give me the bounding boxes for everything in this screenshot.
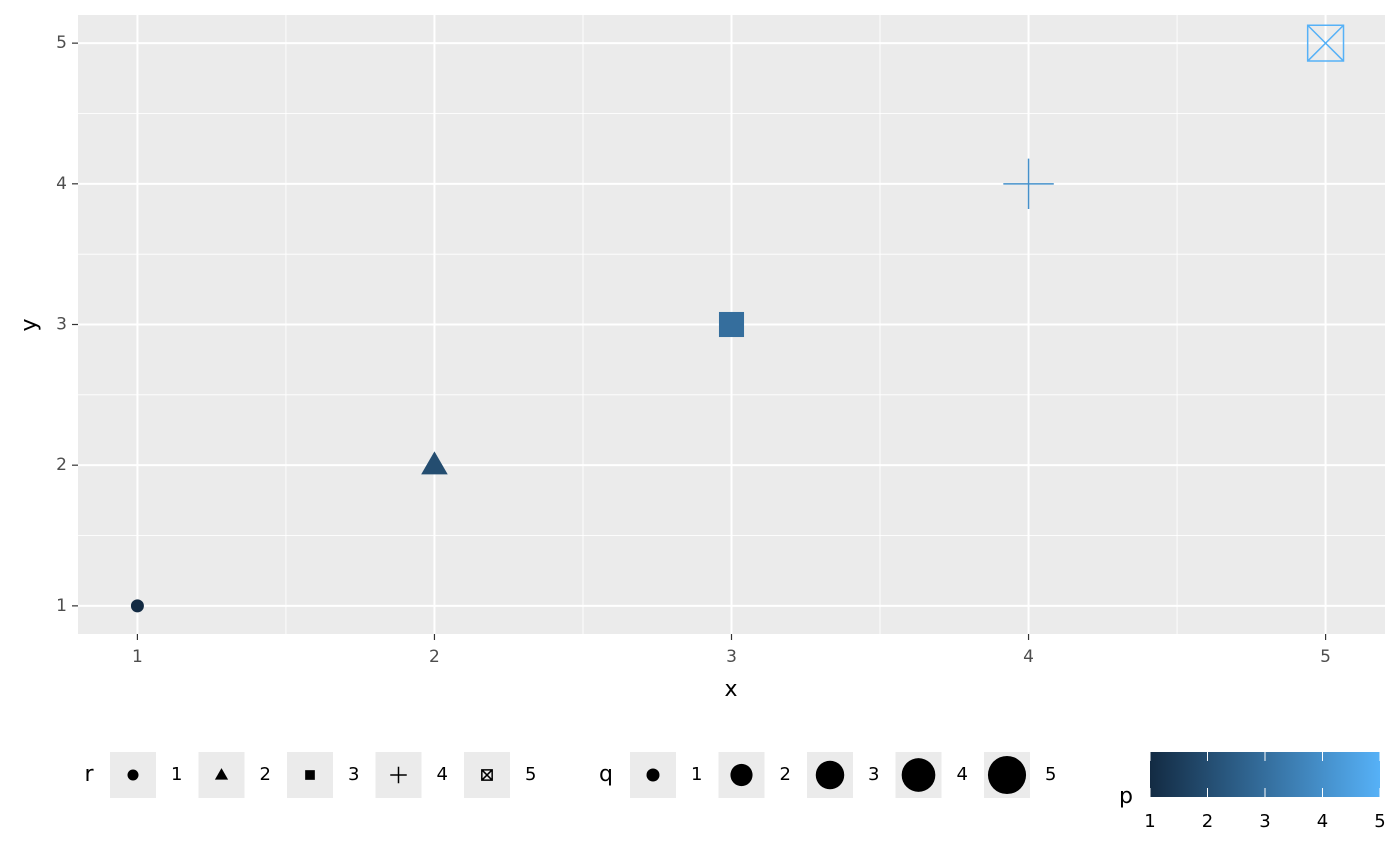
point: [130, 599, 144, 613]
point: [421, 451, 448, 475]
x-tick-label: 1: [132, 647, 143, 667]
point: [1003, 158, 1054, 210]
y-tick-label: 5: [56, 33, 67, 53]
x-tick-label: 5: [1320, 647, 1331, 667]
legend-label: 3: [868, 764, 879, 785]
legend-size-key: [815, 760, 845, 790]
legend-title: r: [84, 762, 94, 787]
x-tick-label: 3: [726, 647, 737, 667]
legend-label: 2: [780, 764, 791, 785]
legend-size-key: [646, 768, 660, 782]
legend-size-key: [987, 755, 1027, 795]
legend-size-key: [901, 758, 936, 792]
legend-title: p: [1119, 784, 1133, 809]
y-tick-label: 3: [56, 315, 67, 335]
point: [1306, 24, 1345, 62]
point: [305, 770, 315, 780]
point: [481, 769, 493, 781]
x-tick-label: 4: [1023, 647, 1034, 667]
legend-label: 4: [1317, 811, 1328, 832]
legend-size-key: [730, 763, 753, 787]
legend-label: 3: [348, 764, 359, 785]
legend-label: 2: [260, 764, 271, 785]
legend-label: 1: [1144, 811, 1155, 832]
legend-title: q: [599, 762, 613, 787]
point: [127, 769, 139, 781]
legend-label: 5: [1045, 764, 1056, 785]
y-tick-label: 4: [56, 174, 67, 194]
legend-label: 4: [437, 764, 448, 785]
legend-label: 5: [525, 764, 536, 785]
legend-label: 5: [1374, 811, 1385, 832]
point: [214, 768, 229, 780]
legend-label: 2: [1202, 811, 1213, 832]
legend-label: 3: [1259, 811, 1270, 832]
legend-label: 1: [171, 764, 182, 785]
point: [718, 311, 745, 338]
x-axis-title: x: [724, 677, 737, 702]
x-tick-label: 2: [429, 647, 440, 667]
y-axis-title: y: [17, 318, 42, 331]
y-tick-label: 1: [56, 596, 67, 616]
point: [390, 766, 407, 784]
y-tick-label: 2: [56, 455, 67, 475]
legend-label: 4: [957, 764, 968, 785]
legend-label: 1: [691, 764, 702, 785]
